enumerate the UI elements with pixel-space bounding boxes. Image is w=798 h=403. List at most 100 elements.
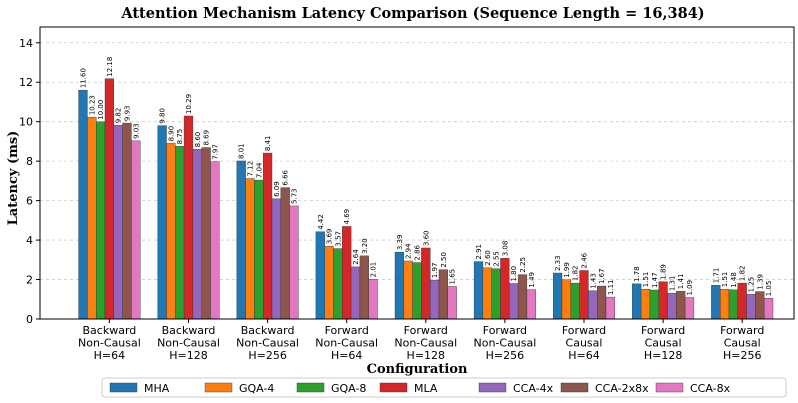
legend-swatch-mha bbox=[109, 382, 138, 393]
legend-swatch-cca-4x bbox=[478, 382, 507, 393]
bar-value-label: 1.48 bbox=[730, 272, 738, 288]
bar-value-label: 1.43 bbox=[589, 273, 597, 289]
bar-value-label: 4.42 bbox=[317, 214, 325, 230]
bar-cca-8x bbox=[289, 205, 299, 320]
bar-cca-4x bbox=[113, 125, 123, 320]
legend-swatch-cca-2x8x bbox=[560, 382, 589, 393]
x-tick-label: H=256 bbox=[486, 349, 524, 362]
bar-value-label: 1.51 bbox=[721, 272, 729, 288]
bar-cca-4x bbox=[746, 294, 756, 320]
bar-gqa-8 bbox=[333, 248, 343, 320]
legend-swatch-gqa-8 bbox=[296, 382, 325, 393]
bar-cca-8x bbox=[764, 298, 774, 320]
bar-value-label: 10.00 bbox=[97, 100, 105, 120]
y-tick-label: 8 bbox=[26, 155, 33, 168]
bar-value-label: 3.20 bbox=[361, 238, 369, 254]
x-tick-label: H=64 bbox=[94, 349, 126, 362]
bar-cca-2x8x bbox=[597, 285, 607, 320]
bar-value-label: 2.60 bbox=[484, 250, 492, 266]
bar-value-label: 2.55 bbox=[493, 251, 501, 267]
bar-cca-4x bbox=[430, 279, 440, 320]
bar-value-label: 1.80 bbox=[510, 266, 518, 282]
bar-mha bbox=[632, 283, 642, 320]
bar-cca-4x bbox=[271, 198, 282, 320]
bar-value-label: 1.97 bbox=[431, 263, 439, 279]
y-tick-label: 2 bbox=[26, 274, 33, 287]
bar-cca-4x bbox=[350, 266, 361, 320]
bar-value-label: 8.60 bbox=[194, 132, 202, 148]
x-tick-label: Backward bbox=[83, 324, 137, 337]
legend-label-cca-2x8x: CCA-2x8x bbox=[595, 382, 649, 395]
bar-value-label: 4.69 bbox=[343, 209, 351, 225]
bar-gqa-4 bbox=[403, 260, 413, 320]
x-tick-label: Forward bbox=[404, 324, 448, 337]
bar-value-label: 2.33 bbox=[554, 255, 562, 271]
legend-label-cca-4x: CCA-4x bbox=[513, 382, 554, 395]
bar-gqa-8 bbox=[649, 289, 659, 320]
bar-mla bbox=[342, 226, 352, 320]
x-tick-label: Backward bbox=[162, 324, 216, 337]
x-tick-label: Non-Causal bbox=[236, 337, 299, 350]
bar-value-label: 8.01 bbox=[238, 143, 246, 159]
bar-value-label: 6.66 bbox=[282, 169, 290, 185]
bar-gqa-8 bbox=[412, 262, 422, 320]
bar-value-label: 7.12 bbox=[247, 161, 255, 177]
bars-group bbox=[78, 78, 774, 320]
x-tick-label: Forward bbox=[483, 324, 527, 337]
legend-box bbox=[101, 377, 787, 398]
bar-value-label: 1.05 bbox=[765, 281, 773, 297]
legend-label-mla: MLA bbox=[414, 382, 438, 395]
bar-value-label: 9.80 bbox=[159, 108, 167, 124]
x-tick-label: H=128 bbox=[407, 349, 445, 362]
y-tick-label: 12 bbox=[19, 76, 33, 89]
x-axis-label: Configuration bbox=[367, 362, 468, 377]
bar-cca-2x8x bbox=[122, 122, 132, 320]
bar-value-label: 5.73 bbox=[291, 188, 299, 204]
bar-gqa-4 bbox=[87, 116, 97, 320]
legend-label-gqa-4: GQA-4 bbox=[239, 382, 274, 395]
bar-cca-8x bbox=[368, 279, 378, 320]
bar-value-label: 1.71 bbox=[712, 268, 720, 284]
bar-value-label: 1.11 bbox=[607, 280, 615, 296]
bar-mla bbox=[104, 78, 115, 320]
bar-mha bbox=[157, 125, 167, 320]
bar-value-label: 1.49 bbox=[528, 272, 536, 288]
x-tick-label: Causal bbox=[645, 337, 682, 350]
bar-value-label: 1.41 bbox=[677, 274, 685, 290]
x-tick-label: Causal bbox=[566, 337, 603, 350]
bar-cca-2x8x bbox=[755, 291, 765, 320]
y-tick-label: 0 bbox=[26, 313, 33, 326]
x-tick-label: H=128 bbox=[169, 349, 207, 362]
bar-cca-4x bbox=[588, 290, 598, 320]
bar-mha bbox=[711, 285, 721, 320]
bar-value-label: 2.91 bbox=[475, 244, 483, 260]
bar-gqa-8 bbox=[95, 121, 106, 320]
x-tick-label: H=256 bbox=[248, 349, 286, 362]
x-tick-label: Non-Causal bbox=[394, 337, 457, 350]
bar-value-label: 9.82 bbox=[115, 108, 123, 124]
bar-value-label: 8.90 bbox=[167, 126, 175, 142]
bar-mla bbox=[421, 247, 431, 320]
x-tick-label: Forward bbox=[562, 324, 606, 337]
bar-value-label: 1.67 bbox=[598, 268, 606, 284]
bar-cca-4x bbox=[509, 283, 519, 320]
x-tick-label: H=64 bbox=[568, 349, 600, 362]
y-tick-label: 6 bbox=[26, 195, 33, 208]
bar-value-label: 6.09 bbox=[273, 181, 281, 197]
bar-value-label: 1.31 bbox=[668, 276, 676, 292]
legend-swatch-mla bbox=[379, 382, 408, 393]
y-tick-label: 14 bbox=[19, 37, 33, 50]
bar-value-label: 11.60 bbox=[80, 68, 88, 88]
bar-value-label: 3.60 bbox=[422, 230, 430, 246]
bar-mla bbox=[183, 115, 194, 320]
bar-cca-2x8x bbox=[280, 187, 290, 320]
bar-value-label: 9.03 bbox=[132, 123, 140, 139]
bar-value-label: 7.04 bbox=[255, 162, 263, 178]
bar-value-label: 3.57 bbox=[334, 231, 342, 247]
y-axis-label: Latency (ms) bbox=[6, 131, 21, 226]
bar-mla bbox=[658, 281, 668, 320]
plot-frame bbox=[39, 26, 795, 320]
bar-value-label: 1.09 bbox=[686, 280, 694, 296]
bar-value-label: 1.51 bbox=[642, 272, 650, 288]
x-axis: Backward Non-Causal H=64 Backward Non-Causal… bbox=[78, 319, 764, 362]
